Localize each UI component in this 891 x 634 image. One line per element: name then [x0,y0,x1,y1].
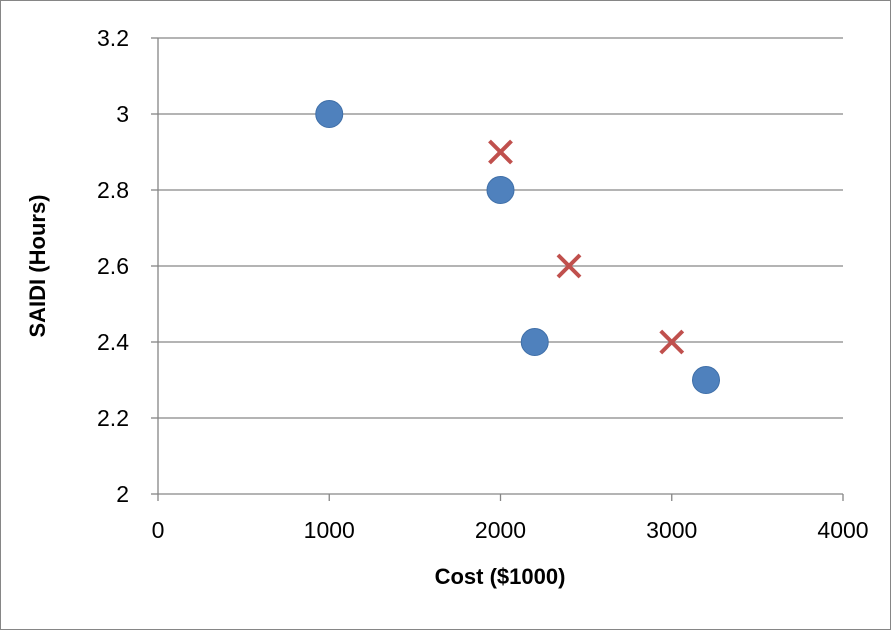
x-marker-point [556,253,582,279]
x-tick-label: 2000 [475,517,526,543]
circle-point [486,176,515,204]
x-tick-label: 0 [152,517,165,543]
y-tick-label: 2 [116,481,129,507]
circle-point [315,100,344,128]
y-tick-label: 2.8 [97,177,129,203]
y-tick-label: 2.2 [97,405,129,431]
y-tick-label: 2.6 [97,253,129,279]
x-tick-label: 4000 [817,517,868,543]
x-marker-point [659,329,685,355]
y-tick-label: 3.2 [97,25,129,51]
y-tick-label: 3 [116,101,129,127]
y-tick-label: 2.4 [97,329,129,355]
axes [151,37,844,501]
circle-point [692,366,720,394]
circle-point [520,328,549,356]
x-tick-label: 3000 [646,517,697,543]
x-marker-point [488,139,513,165]
tick-labels: 2 2.2 2.4 2.6 2.8 3 3.2 0 1000 2000 3000 4000 [97,25,869,543]
y-axis-title: SAIDI (Hours) [25,195,50,338]
x-tick-label: 1000 [304,517,355,543]
x-axis-title: Cost ($1000) [435,564,566,589]
data-points [315,100,720,394]
gridlines [158,37,843,419]
